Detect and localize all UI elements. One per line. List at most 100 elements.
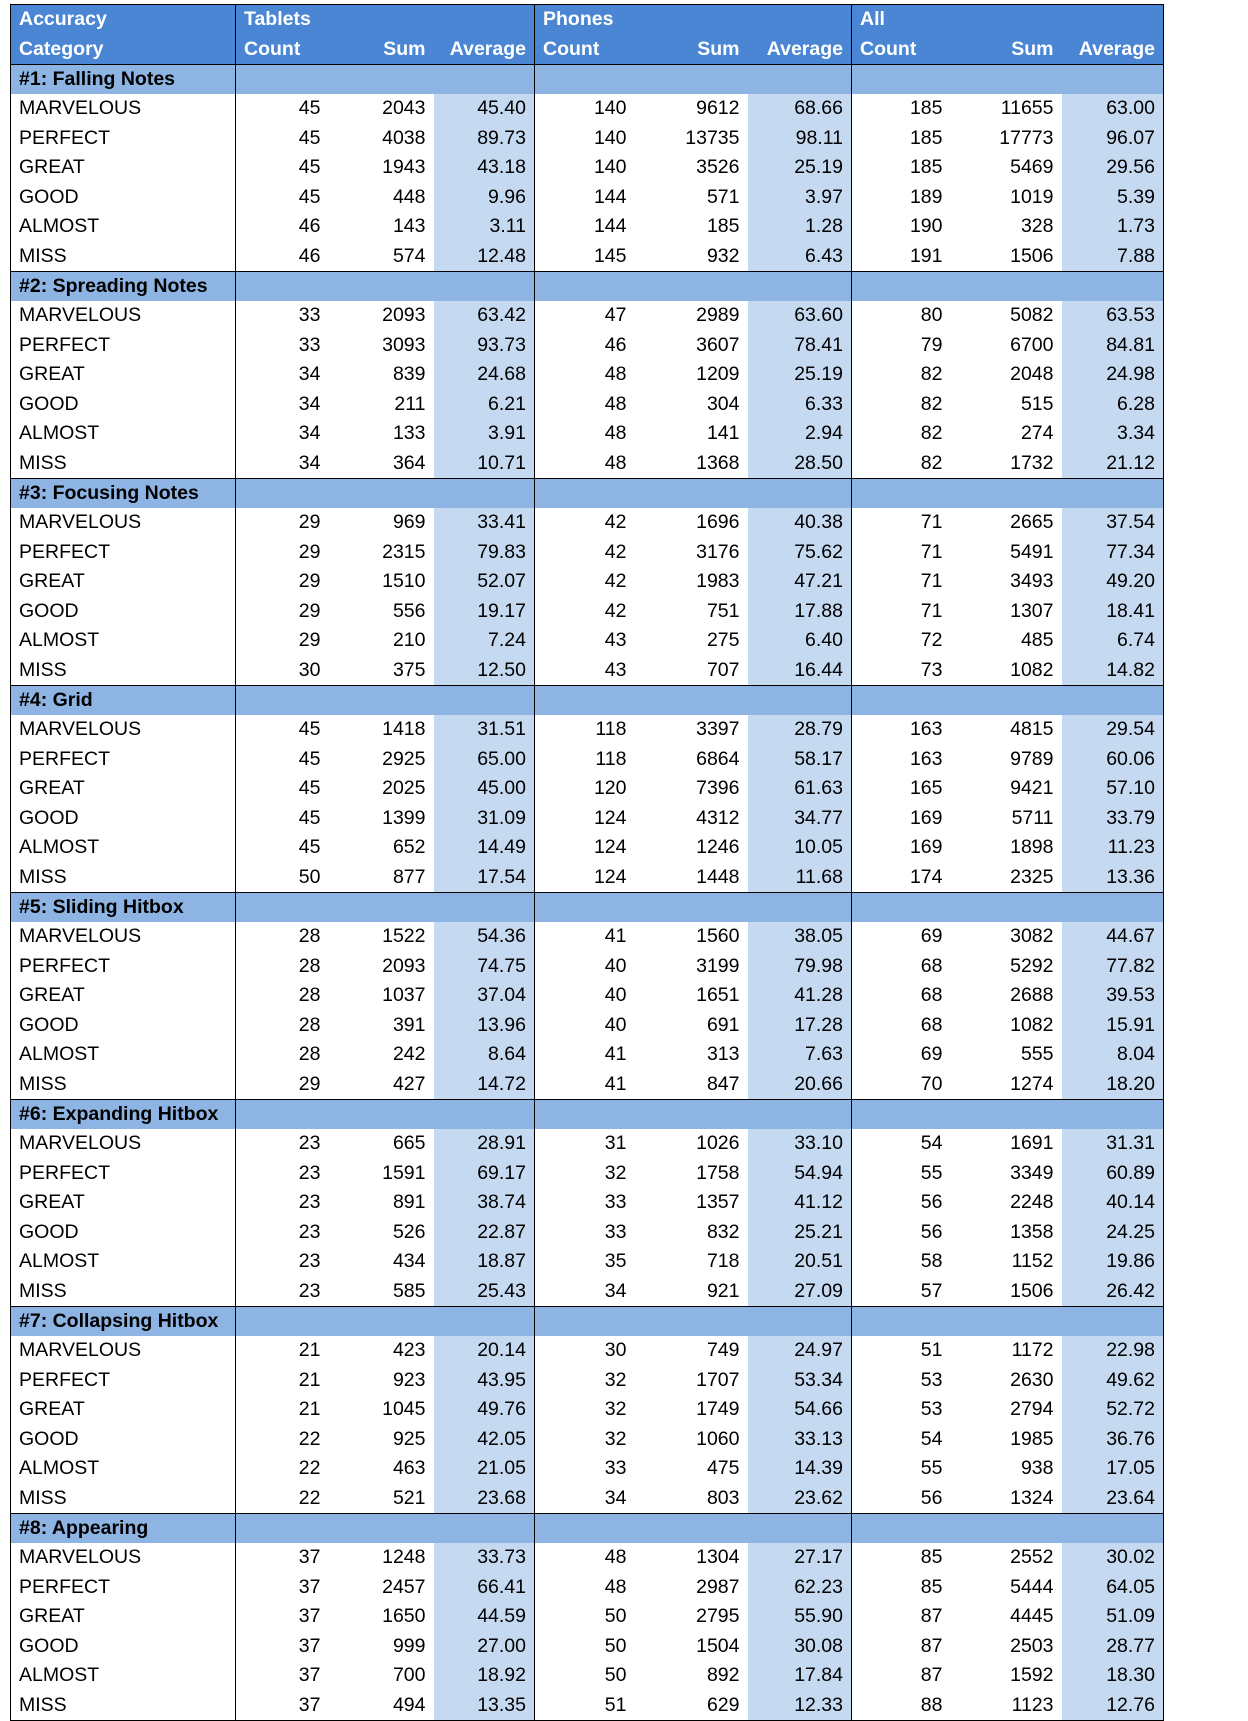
- cell-all-sum: 4815: [1010, 718, 1054, 740]
- table-row: GOOD 29 556 19.17 42 751 17.88 71 1307 18.41: [11, 596, 1164, 626]
- cell-category: GREAT: [19, 984, 85, 1006]
- cell-phones-average: 16.44: [747, 655, 852, 686]
- cell-all-average: 1.73: [1061, 212, 1164, 242]
- cell-tablets-average: 14.49: [433, 833, 535, 863]
- cell-tablets-count: 46: [235, 241, 329, 272]
- cell-phones-average: 53.34: [747, 1365, 852, 1395]
- cell-all-count: 57: [851, 1276, 951, 1307]
- cell-tablets-average: 23.68: [433, 1483, 535, 1514]
- cell-tablets-average: 21.05: [433, 1454, 535, 1484]
- cell-phones-count: 48: [534, 389, 635, 419]
- cell-all-sum: 2630: [1010, 1368, 1054, 1391]
- section-fill-cell: [950, 1513, 1062, 1543]
- table-row: GREAT 23 891 38.74 33 1357 41.12 56 2248 40.14: [11, 1188, 1164, 1218]
- cell-tablets-count: 46: [235, 212, 329, 242]
- cell-tablets-average: 42.05: [433, 1424, 535, 1454]
- cell-phones-average: 63.60: [747, 301, 852, 331]
- table-row: MARVELOUS 29 969 33.41 42 1696 40.38 71 2665 37.5…: [11, 508, 1164, 538]
- cell-tablets-sum: 521: [392, 1486, 426, 1509]
- cell-phones-sum: 749: [706, 1339, 740, 1361]
- cell-all-count: 54: [851, 1129, 951, 1159]
- section-fill-cell: [634, 1306, 748, 1336]
- cell-all-sum: 2503: [1010, 1634, 1054, 1657]
- cell-tablets-average: 74.75: [433, 951, 535, 981]
- cell-all-average: 44.67: [1061, 922, 1164, 952]
- cell-all-count: 53: [851, 1365, 951, 1395]
- cell-all-sum: 11655: [1000, 97, 1054, 119]
- cell-all-count: 169: [851, 803, 951, 833]
- cell-phones-average: 17.28: [747, 1010, 852, 1040]
- section-fill-cell: [950, 478, 1062, 508]
- cell-all-average: 26.42: [1061, 1276, 1164, 1307]
- cell-tablets-average: 33.73: [433, 1543, 535, 1573]
- cell-all-average: 6.74: [1061, 626, 1164, 656]
- cell-category: PERFECT: [19, 540, 111, 563]
- cell-all-count: 163: [851, 744, 951, 774]
- section-fill-cell: [950, 685, 1062, 715]
- cell-category: MISS: [19, 865, 67, 888]
- section-fill-cell: [851, 271, 951, 301]
- cell-phones-average: 68.66: [747, 94, 852, 124]
- cell-tablets-average: 20.14: [433, 1336, 535, 1366]
- cell-phones-average: 79.98: [747, 951, 852, 981]
- cell-tablets-sum: 210: [392, 629, 426, 651]
- section-header-row: #1: Falling Notes: [10, 64, 1164, 94]
- cell-category: GREAT: [19, 777, 85, 799]
- cell-tablets-sum: 969: [392, 511, 426, 533]
- section-fill-cell: [235, 1513, 329, 1543]
- cell-tablets-count: 22: [235, 1454, 329, 1484]
- cell-tablets-average: 65.00: [433, 744, 535, 774]
- cell-all-sum: 2665: [1010, 511, 1054, 533]
- cell-tablets-count: 45: [235, 803, 329, 833]
- cell-category: PERFECT: [19, 954, 111, 977]
- section-title: #4: Grid: [10, 685, 236, 715]
- cell-phones-count: 120: [534, 774, 635, 804]
- cell-phones-count: 40: [534, 1010, 635, 1040]
- cell-all-average: 11.23: [1061, 833, 1164, 863]
- cell-tablets-count: 45: [235, 94, 329, 124]
- cell-tablets-count: 34: [235, 360, 329, 390]
- cell-phones-sum: 1983: [696, 570, 740, 592]
- cell-tablets-count: 29: [235, 626, 329, 656]
- section-fill-cell: [235, 478, 329, 508]
- cell-tablets-count: 21: [235, 1365, 329, 1395]
- cell-phones-average: 30.08: [747, 1631, 852, 1661]
- cell-phones-count: 40: [534, 951, 635, 981]
- section-fill-cell: [534, 271, 635, 301]
- cell-phones-average: 38.05: [747, 922, 852, 952]
- cell-all-average: 29.56: [1061, 153, 1164, 183]
- cell-category: MISS: [19, 1279, 67, 1302]
- cell-tablets-sum: 1591: [382, 1161, 426, 1184]
- cell-tablets-sum: 1650: [382, 1605, 426, 1627]
- cell-tablets-count: 28: [235, 1010, 329, 1040]
- cell-all-count: 71: [851, 537, 951, 567]
- cell-all-sum: 1019: [1010, 185, 1054, 208]
- cell-all-sum: 5082: [1010, 304, 1054, 326]
- cell-tablets-sum: 434: [392, 1250, 426, 1272]
- header-cell-tablets-count: Tablets: [235, 4, 329, 35]
- cell-phones-count: 145: [534, 241, 635, 272]
- cell-all-average: 33.79: [1061, 803, 1164, 833]
- cell-tablets-count: 50: [235, 862, 329, 893]
- section-fill-cell: [534, 478, 635, 508]
- cell-phones-count: 50: [534, 1661, 635, 1691]
- cell-tablets-sum: 2093: [382, 954, 426, 977]
- cell-phones-count: 42: [534, 567, 635, 597]
- cell-category: MARVELOUS: [19, 97, 142, 119]
- cell-phones-count: 30: [534, 1336, 635, 1366]
- cell-tablets-count: 37: [235, 1572, 329, 1602]
- section-header-row: #2: Spreading Notes: [10, 271, 1164, 301]
- section-fill-cell: [747, 271, 852, 301]
- section-fill-cell: [1061, 1513, 1164, 1543]
- cell-all-sum: 5292: [1010, 954, 1054, 977]
- cell-phones-sum: 2795: [696, 1605, 740, 1627]
- cell-tablets-sum: 999: [392, 1634, 426, 1657]
- cell-phones-count: 48: [534, 1543, 635, 1573]
- cell-all-count: 71: [851, 596, 951, 626]
- cell-phones-sum: 3397: [696, 718, 740, 740]
- cell-tablets-count: 21: [235, 1395, 329, 1425]
- section-fill-cell: [634, 64, 748, 94]
- cell-phones-count: 47: [534, 301, 635, 331]
- cell-all-average: 39.53: [1061, 981, 1164, 1011]
- cell-all-count: 82: [851, 419, 951, 449]
